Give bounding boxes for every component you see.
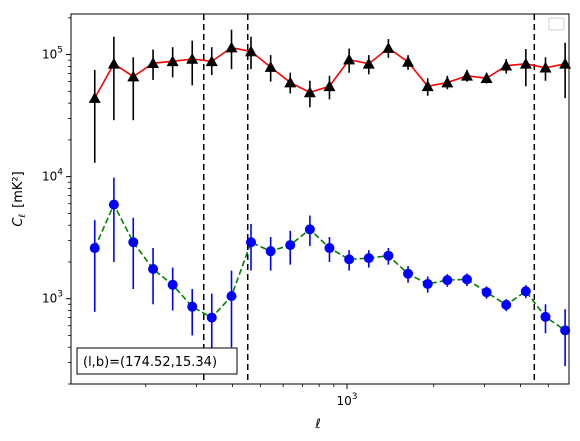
series-1-point-4 xyxy=(167,279,178,290)
series-0-point-23 xyxy=(539,61,552,73)
series-1-point-1 xyxy=(108,199,119,210)
x-tick-label-0: 103 xyxy=(337,392,358,408)
series-1-point-20 xyxy=(481,287,492,298)
series-1-point-13 xyxy=(344,254,355,265)
series-0-point-21 xyxy=(500,59,513,71)
series-0-point-11 xyxy=(303,86,316,98)
y-label-main: C xyxy=(11,217,26,227)
series-1-point-7 xyxy=(226,291,237,302)
y-tick-label-2: 105 xyxy=(42,46,63,62)
series-1-point-23 xyxy=(540,311,551,322)
series-0-point-20 xyxy=(480,72,493,84)
series-0-point-18 xyxy=(441,76,454,88)
series-0-point-3 xyxy=(147,57,160,68)
vertical-markers xyxy=(203,14,536,384)
series-1-point-2 xyxy=(128,237,139,248)
series-0-point-24 xyxy=(559,57,572,69)
series-0-point-22 xyxy=(519,57,532,69)
series-1-point-6 xyxy=(206,312,217,323)
series-0-point-10 xyxy=(284,76,297,88)
series-1-point-15 xyxy=(383,250,394,261)
axis-ticks: 103 104 105 103 xyxy=(42,17,549,408)
series-1-point-19 xyxy=(461,274,472,285)
svg-text:Cℓ[mK²]: Cℓ [mK²] xyxy=(11,171,28,226)
series-0-point-1 xyxy=(107,57,120,69)
annotation-box xyxy=(76,347,238,375)
series-1 xyxy=(89,177,571,367)
series-0-point-14 xyxy=(362,57,375,69)
x-axis-label: ℓ xyxy=(314,417,320,432)
series-1-point-22 xyxy=(520,286,531,297)
series-0-point-16 xyxy=(402,55,415,67)
series-0-point-7 xyxy=(225,41,238,53)
series-1-point-11 xyxy=(304,224,315,235)
series-1-point-14 xyxy=(363,253,374,264)
annotation-text: (l,b)=(174.52,15.34) xyxy=(83,355,217,370)
y-tick-label-0: 103 xyxy=(42,290,63,306)
series-0-point-13 xyxy=(343,53,356,65)
series-1-point-24 xyxy=(560,325,571,336)
series-1-point-5 xyxy=(187,301,198,312)
series-1-point-16 xyxy=(403,268,414,279)
series-1-point-12 xyxy=(324,243,335,254)
series-0-point-0 xyxy=(88,92,101,103)
series-0-point-4 xyxy=(166,55,179,67)
series-1-point-21 xyxy=(501,299,512,310)
series-0-point-2 xyxy=(127,70,140,82)
series-0-point-5 xyxy=(186,52,199,64)
y-label-unit: [mK²] xyxy=(11,171,26,208)
series-0-point-12 xyxy=(323,80,336,92)
series-0-point-19 xyxy=(460,69,473,81)
series-1-point-10 xyxy=(285,240,296,251)
series-0-point-8 xyxy=(245,45,258,57)
series-1-point-8 xyxy=(246,237,257,248)
series-0-point-15 xyxy=(382,42,395,53)
series-0-point-9 xyxy=(264,61,277,72)
series-0-point-6 xyxy=(205,55,218,67)
series-0 xyxy=(88,29,572,163)
plot-area xyxy=(71,14,569,384)
series-1-point-9 xyxy=(265,246,276,257)
plot-frame xyxy=(70,13,570,385)
series-1-point-18 xyxy=(442,275,453,286)
series-0-point-17 xyxy=(421,80,434,92)
y-axis-label: Cℓ [mK²] xyxy=(11,171,28,226)
y-label-sub: ℓ xyxy=(18,214,28,219)
legend-box xyxy=(548,17,565,31)
series-1-point-17 xyxy=(422,278,433,289)
series-1-point-3 xyxy=(148,264,159,275)
series-1-point-0 xyxy=(89,243,100,254)
y-tick-label-1: 104 xyxy=(42,168,63,184)
series-layer xyxy=(88,29,572,367)
